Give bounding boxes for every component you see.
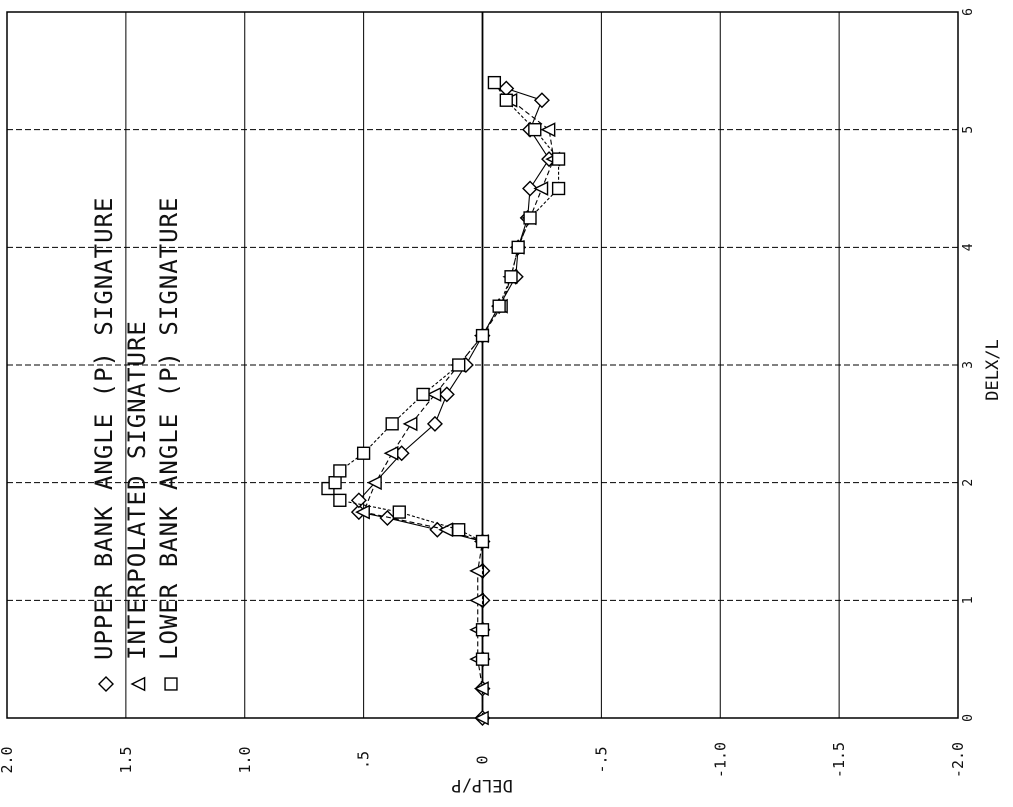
legend: UPPER BANK ANGLE (P) SIGNATURE INTERPOLAT… <box>90 197 183 692</box>
x-axis-title: DELX/L <box>983 339 1003 400</box>
marker-square <box>333 493 347 507</box>
series-line <box>362 99 555 718</box>
marker-square <box>452 358 466 372</box>
marker-square <box>385 417 399 431</box>
y-tick-label: 0 <box>474 755 492 764</box>
marker-square <box>504 270 518 284</box>
legend-entry: INTERPOLATED SIGNATURE <box>123 320 151 692</box>
marker-square <box>551 181 566 196</box>
marker-triangle <box>540 122 556 138</box>
marker-triangle <box>469 592 485 608</box>
marker-square <box>492 299 506 313</box>
marker-triangle <box>366 475 382 491</box>
series-layer <box>321 75 566 726</box>
y-tick-label: -1.5 <box>830 742 848 778</box>
marker-square <box>452 523 466 537</box>
x-tick-label: 5 <box>961 126 976 134</box>
legend-label: UPPER BANK ANGLE (P) SIGNATURE <box>90 197 118 660</box>
series-line <box>358 87 550 718</box>
marker-square <box>416 387 430 402</box>
legend-entry: UPPER BANK ANGLE (P) SIGNATURE <box>90 197 118 692</box>
x-tick-label: 2 <box>961 479 976 487</box>
series-square <box>321 75 566 666</box>
marker-square <box>528 123 542 137</box>
x-tick-label: 4 <box>961 243 976 251</box>
marker-triangle <box>355 504 370 520</box>
y-axis-title: DELP/P <box>451 775 512 795</box>
marker-triangle <box>130 676 146 692</box>
y-tick-label: 1.0 <box>236 746 254 773</box>
y-tick-label: -.5 <box>592 746 610 773</box>
marker-square <box>333 464 347 478</box>
marker-triangle <box>533 181 549 196</box>
marker-diamond <box>429 521 446 538</box>
series-line <box>327 82 560 660</box>
marker-square <box>475 623 490 637</box>
series-diamond <box>350 80 558 726</box>
marker-triangle <box>438 522 454 538</box>
marker-triangle <box>473 710 489 726</box>
x-tick-label: 0 <box>961 714 976 722</box>
marker-triangle <box>469 563 485 579</box>
x-tick-label: 3 <box>961 361 976 369</box>
marker-square <box>328 476 342 490</box>
marker-triangle <box>473 681 489 697</box>
marker-triangle <box>426 386 442 402</box>
marker-square <box>392 505 406 519</box>
axis-labels: 2.0 1.5 1.0 .5 0 -.5 -1.0 -1.5 -2.0 0 1 2 3 4 5 6 DELX/L… <box>0 8 1003 795</box>
y-tick-label: .5 <box>355 751 373 769</box>
marker-square <box>475 328 490 343</box>
marker-square <box>487 75 502 90</box>
marker-square <box>551 152 566 166</box>
marker-diamond <box>438 386 455 403</box>
marker-square <box>511 240 525 254</box>
legend-label: LOWER BANK ANGLE (P) SIGNATURE <box>155 197 183 660</box>
x-tick-label: 1 <box>961 596 976 604</box>
marker-diamond <box>379 509 396 526</box>
y-tick-label: 1.5 <box>117 746 135 773</box>
marker-diamond <box>533 92 550 109</box>
legend-label: INTERPOLATED SIGNATURE <box>123 320 151 660</box>
marker-square <box>523 211 537 225</box>
marker-square <box>164 677 178 691</box>
y-tick-label: -1.0 <box>711 742 729 778</box>
marker-square <box>475 534 490 549</box>
legend-entry: LOWER BANK ANGLE (P) SIGNATURE <box>155 197 183 691</box>
marker-diamond <box>98 676 114 692</box>
y-tick-label: -2.0 <box>949 742 967 778</box>
x-tick-label: 6 <box>961 8 976 16</box>
marker-triangle <box>402 416 418 432</box>
marker-square <box>356 446 371 460</box>
y-tick-label: 2.0 <box>0 746 16 773</box>
marker-triangle <box>383 445 399 461</box>
marker-square <box>499 93 513 107</box>
marker-diamond <box>522 180 539 197</box>
marker-diamond <box>426 415 443 432</box>
marker-square <box>475 652 490 666</box>
